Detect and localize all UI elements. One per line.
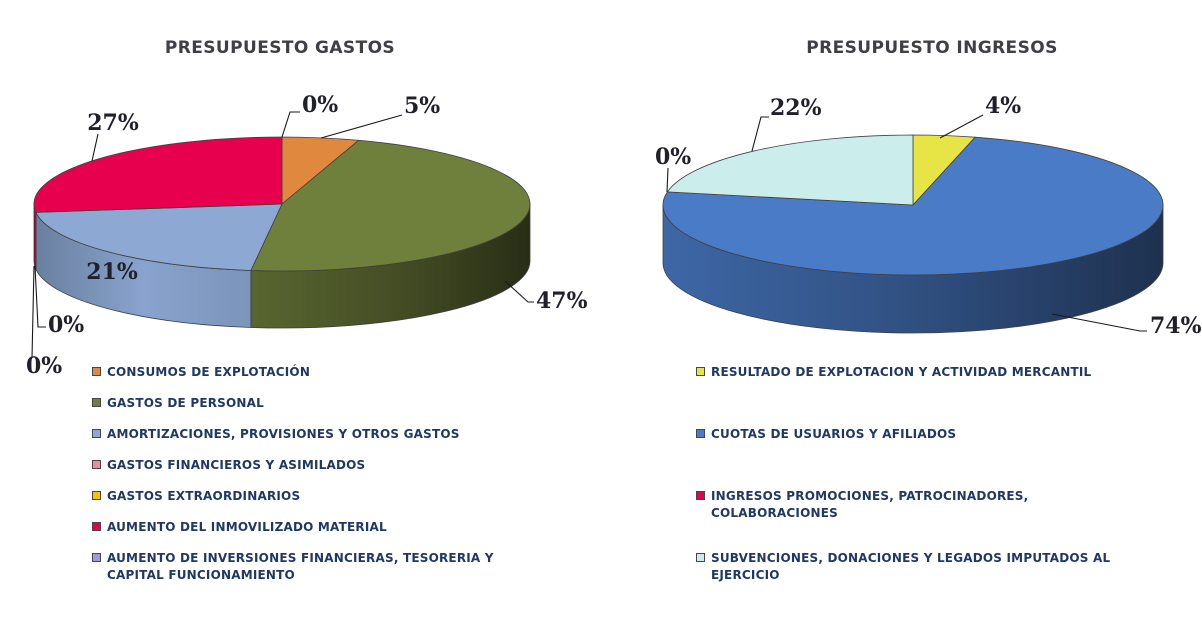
percent-label: 0% (48, 312, 84, 338)
pie-slice (250, 139, 531, 272)
legend-label: CONSUMOS DE EXPLOTACIÓN (107, 365, 311, 379)
legend-item: GASTOS FINANCIEROS Y ASIMILADOS (92, 457, 547, 474)
legend-item: AUMENTO DE INVERSIONES FINANCIERAS, TESO… (92, 550, 547, 584)
legend-swatch (92, 522, 101, 531)
legend-swatch (92, 553, 101, 562)
legend-swatch (92, 460, 101, 469)
leader-line (1051, 313, 1147, 332)
leader-line (34, 265, 46, 328)
legend-item: GASTOS DE PERSONAL (92, 395, 547, 412)
leader-line (31, 265, 35, 359)
chart-title-gastos: PRESUPUESTO GASTOS (164, 38, 396, 58)
legend-label: GASTOS DE PERSONAL (107, 396, 264, 410)
legend-item: CONSUMOS DE EXPLOTACIÓN (92, 364, 547, 381)
legend-swatch (92, 491, 101, 500)
percent-label: 0% (26, 353, 62, 379)
pie-slice (662, 136, 1164, 276)
legend-item: RESULTADO DE EXPLOTACION Y ACTIVIDAD MER… (696, 364, 1126, 381)
legend-item: AUMENTO DEL INMOVILIZADO MATERIAL (92, 519, 547, 536)
legend-swatch (696, 553, 705, 562)
leader-line (939, 114, 984, 139)
percent-label: 5% (404, 93, 440, 119)
legend-swatch (696, 429, 705, 438)
pie-slice (33, 136, 283, 213)
legend-label: SUBVENCIONES, DONACIONES Y LEGADOS IMPUT… (711, 551, 1111, 582)
legend-label: AMORTIZACIONES, PROVISIONES Y OTROS GAST… (107, 427, 460, 441)
leader-line (91, 133, 99, 162)
legend-item: INGRESOS PROMOCIONES, PATROCINADORES, CO… (696, 488, 1126, 522)
legend-swatch (696, 491, 705, 500)
legend-swatch (92, 398, 101, 407)
leader-line (666, 167, 669, 193)
legend-label: AUMENTO DEL INMOVILIZADO MATERIAL (107, 520, 387, 534)
leader-line (751, 116, 769, 152)
leader-line (281, 111, 300, 138)
percent-label: 74% (1150, 313, 1202, 339)
chart-title-ingresos: PRESUPUESTO INGRESOS (806, 38, 1058, 58)
legend-swatch (696, 367, 705, 376)
percent-label: 47% (536, 288, 588, 314)
legend-label: GASTOS EXTRAORDINARIOS (107, 489, 301, 503)
legend-item: CUOTAS DE USUARIOS Y AFILIADOS (696, 426, 1126, 443)
pie-slice (35, 203, 283, 271)
leader-line (504, 280, 534, 303)
legend-item: AMORTIZACIONES, PROVISIONES Y OTROS GAST… (92, 426, 547, 443)
legend-label: INGRESOS PROMOCIONES, PATROCINADORES, CO… (711, 489, 1029, 520)
legend-swatch (92, 367, 101, 376)
leader-line (320, 114, 403, 139)
legend-item: GASTOS EXTRAORDINARIOS (92, 488, 547, 505)
pie-slice-wall (33, 203, 37, 270)
legend-item: SUBVENCIONES, DONACIONES Y LEGADOS IMPUT… (696, 550, 1126, 584)
legend-label: RESULTADO DE EXPLOTACION Y ACTIVIDAD MER… (711, 365, 1092, 379)
percent-label: 4% (985, 93, 1021, 119)
legend-label: GASTOS FINANCIEROS Y ASIMILADOS (107, 458, 366, 472)
percent-label: 0% (655, 144, 691, 170)
percent-label: 21% (86, 259, 138, 285)
percent-label: 22% (770, 95, 822, 121)
legend-label: AUMENTO DE INVERSIONES FINANCIERAS, TESO… (107, 551, 494, 582)
legend-swatch (92, 429, 101, 438)
legend-label: CUOTAS DE USUARIOS Y AFILIADOS (711, 427, 957, 441)
percent-label: 27% (87, 110, 139, 136)
percent-label: 0% (302, 92, 338, 118)
pie-slice (667, 134, 914, 206)
